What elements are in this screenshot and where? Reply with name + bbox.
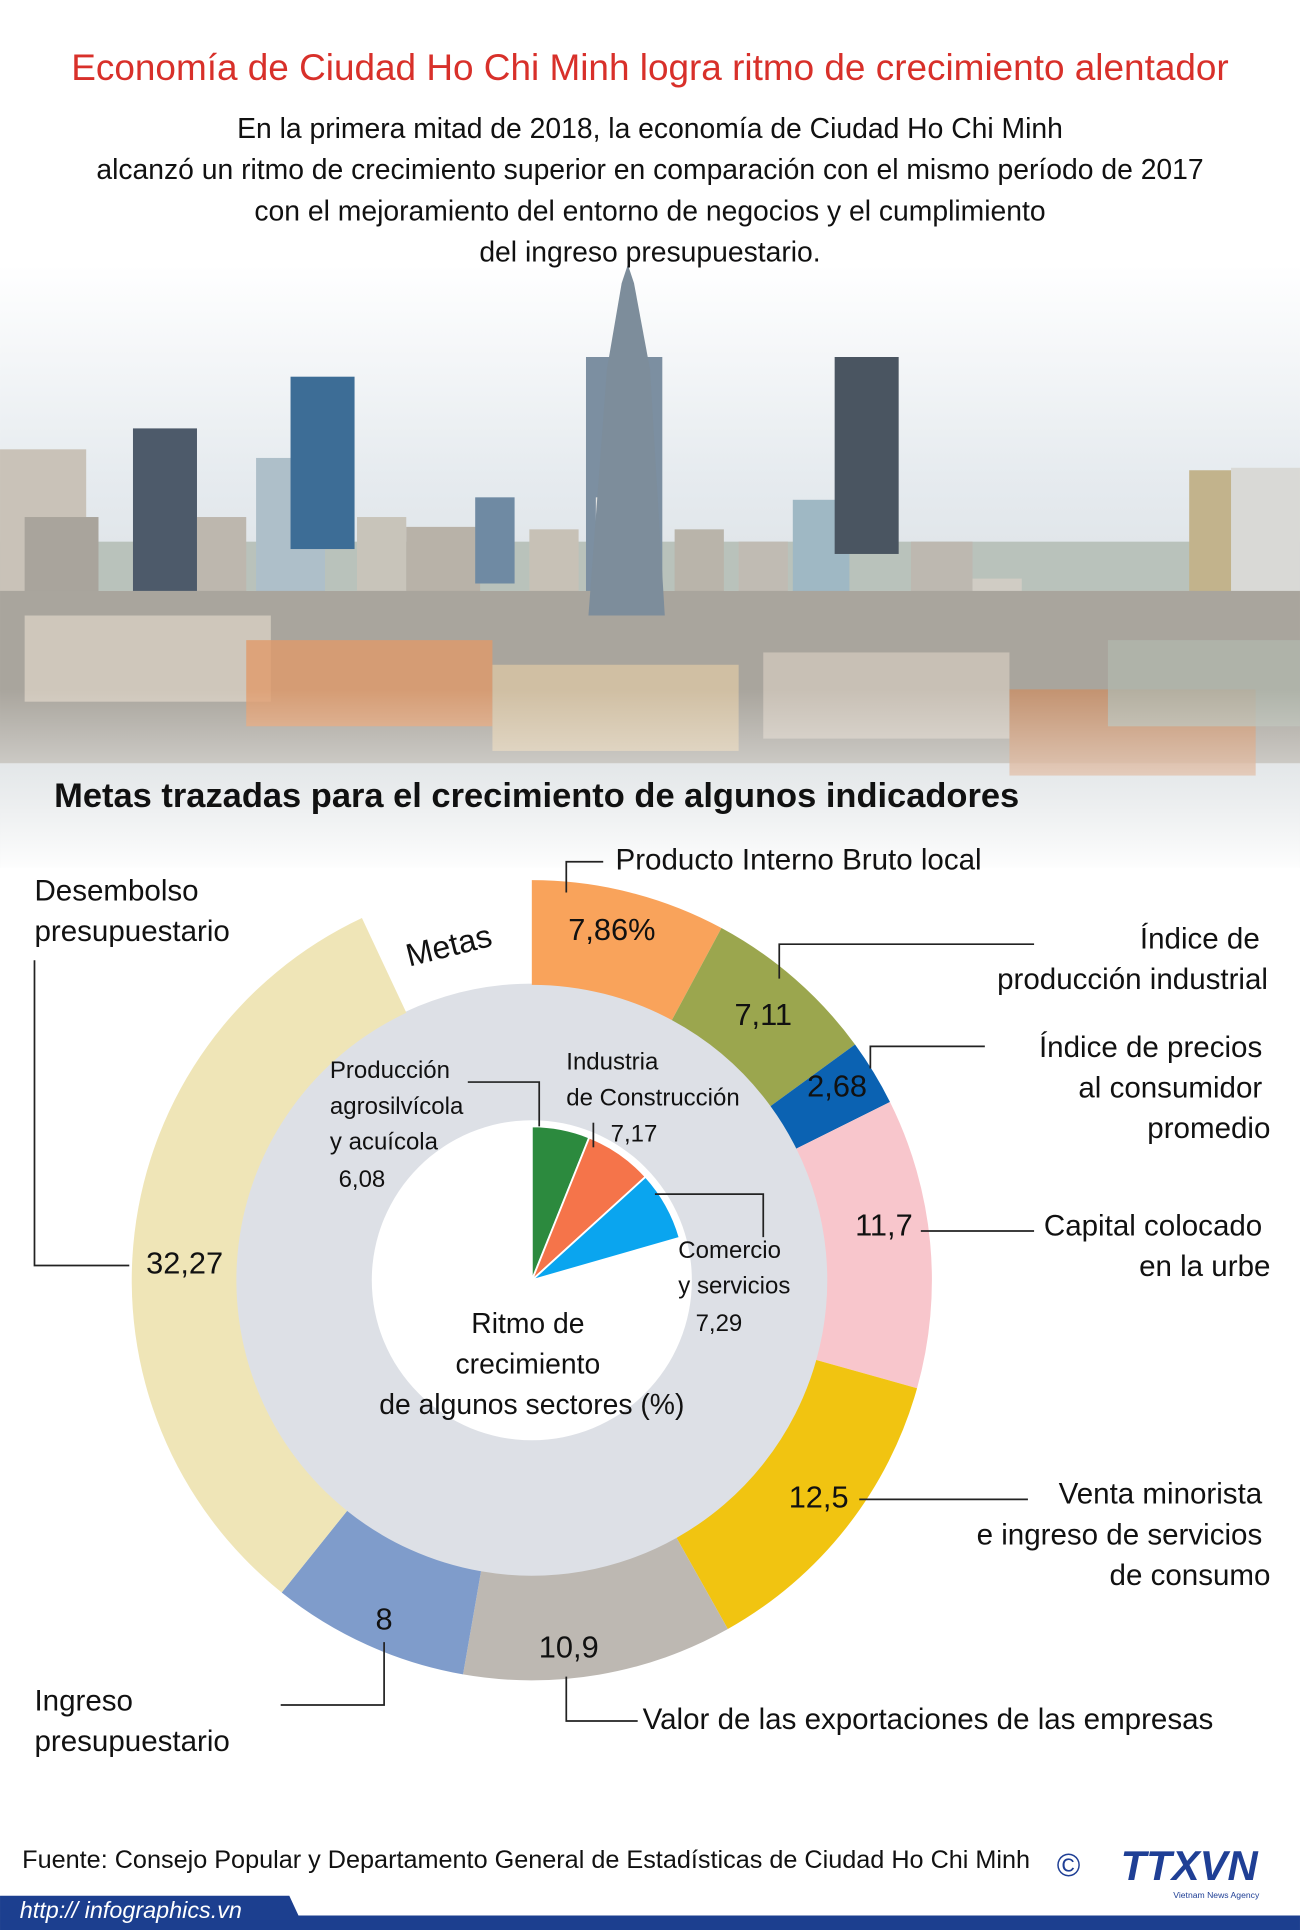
city-photo bbox=[0, 264, 1300, 875]
copyright: © bbox=[1057, 1847, 1081, 1883]
building bbox=[475, 497, 515, 584]
url: http:// infographics.vn bbox=[20, 1897, 242, 1923]
category-label: Producción agrosilvícola y acuícola bbox=[330, 1058, 470, 1156]
leader-line bbox=[778, 943, 1035, 979]
category-label: Comercio y servicios bbox=[678, 1237, 790, 1300]
ring-segment bbox=[463, 1537, 728, 1681]
ring-segment bbox=[281, 1510, 482, 1675]
leader-line bbox=[654, 1193, 765, 1238]
value-label: 8 bbox=[376, 1601, 393, 1636]
building bbox=[132, 428, 197, 614]
leader-line bbox=[565, 860, 604, 893]
leader-line bbox=[869, 1045, 985, 1069]
ring-segment bbox=[770, 1044, 890, 1149]
pie-title: Ritmo de crecimiento de algunos sectores… bbox=[379, 1307, 684, 1420]
category-label: Ingreso presupuestario bbox=[34, 1684, 229, 1758]
building bbox=[290, 376, 355, 550]
value-label: 7,11 bbox=[734, 997, 792, 1032]
main-title: Economía de Ciudad Ho Chi Minh logra rit… bbox=[71, 47, 1228, 88]
subtitle-line: En la primera mitad de 2018, la economía… bbox=[237, 112, 1063, 144]
value-label: 7,86% bbox=[568, 912, 655, 947]
leader-line bbox=[33, 960, 130, 1267]
ring-segment bbox=[531, 880, 722, 1021]
photo-fade bbox=[0, 689, 1300, 875]
category-label: Venta minorista e ingreso de servicios d… bbox=[977, 1477, 1271, 1591]
value-label: 7,17 bbox=[611, 1120, 658, 1147]
footer-line bbox=[293, 1915, 1300, 1930]
value-label: 2,68 bbox=[807, 1068, 867, 1103]
value-label: 7,29 bbox=[696, 1310, 743, 1337]
source: Fuente: Consejo Popular y Departamento G… bbox=[22, 1846, 1030, 1874]
category-label: Valor de las exportaciones de las empres… bbox=[643, 1703, 1214, 1736]
category-label: Producto Interno Bruto local bbox=[616, 844, 982, 877]
building bbox=[357, 517, 407, 604]
building bbox=[834, 356, 899, 554]
category-label: Capital colocado en la urbe bbox=[1044, 1209, 1271, 1283]
category-label: Desembolso presupuestario bbox=[34, 874, 229, 948]
leader-line bbox=[565, 1676, 638, 1722]
value-label: 6,08 bbox=[339, 1166, 386, 1193]
rooftops bbox=[24, 615, 271, 702]
pie-slice bbox=[531, 1175, 681, 1282]
chart-title: Metas trazadas para el crecimiento de al… bbox=[54, 777, 1019, 815]
leader-line bbox=[467, 1081, 541, 1127]
tower bbox=[588, 264, 665, 616]
leader-line bbox=[280, 1642, 385, 1706]
category-label: Industria de Construcción bbox=[566, 1049, 739, 1112]
logo: TTXVN bbox=[1121, 1842, 1259, 1889]
ring-segment bbox=[671, 927, 856, 1107]
value-label: 32,27 bbox=[146, 1246, 223, 1281]
ring-label: Metas bbox=[402, 917, 495, 973]
logo-tagline: Vietnam News Agency bbox=[1173, 1890, 1260, 1900]
value-label: 11,7 bbox=[855, 1207, 913, 1242]
category-label: Índice de producción industrial bbox=[997, 922, 1268, 996]
subtitle-line: del ingreso presupuestario. bbox=[479, 236, 820, 268]
value-label: 12,5 bbox=[789, 1480, 849, 1515]
ring-segment bbox=[131, 918, 407, 1593]
ring-segment bbox=[796, 1101, 932, 1389]
value-label: 10,9 bbox=[539, 1630, 599, 1665]
donut-chart: Metas 7,86% Producto Interno Bruto local 7,… bbox=[33, 844, 1271, 1758]
ring-segment bbox=[676, 1360, 918, 1630]
footer-bar bbox=[0, 1895, 306, 1930]
subtitle-line: con el mejoramiento del entorno de negoc… bbox=[254, 194, 1045, 226]
category-label: Índice de precios al consumidor promedio bbox=[1039, 1031, 1270, 1145]
subtitle-line: alcanzó un ritmo de crecimiento superior… bbox=[96, 153, 1203, 185]
building bbox=[406, 526, 481, 601]
